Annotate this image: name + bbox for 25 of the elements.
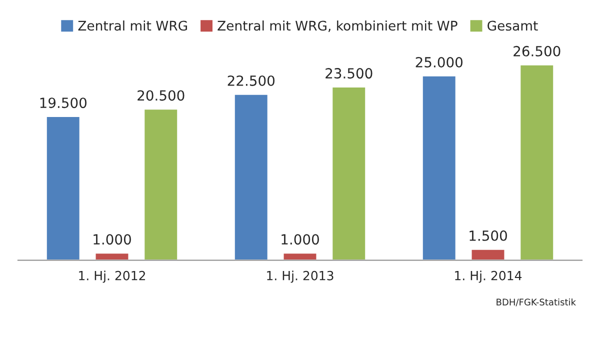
text: BDH/FGK-Statistik <box>496 298 576 306</box>
bar <box>470 248 506 260</box>
bar <box>282 252 318 260</box>
bar <box>331 86 366 260</box>
legend-label: Gesamt <box>488 20 538 31</box>
data-label: 1.000 <box>282 234 319 245</box>
bar <box>46 116 81 260</box>
data-label: 20.500 <box>138 90 184 101</box>
x-tick-label: 1. Hj. 2014 <box>455 270 522 283</box>
x-tick-label: 1. Hj. 2012 <box>79 270 146 283</box>
legend-label: Zentral mit WRG <box>78 20 187 31</box>
legend-label: Zentral mit WRG, kombiniert mit WP <box>218 20 458 32</box>
bar <box>143 108 178 260</box>
data-label: 1.500 <box>470 230 507 241</box>
data-label: 22.500 <box>228 75 274 86</box>
bar <box>234 93 269 260</box>
data-label: 1.000 <box>94 234 131 245</box>
bar <box>422 75 457 260</box>
data-label: 26.500 <box>514 46 560 56</box>
data-label: 25.000 <box>416 56 462 68</box>
bar <box>519 64 554 260</box>
x-tick-label: 1. Hj. 2013 <box>267 270 334 283</box>
bar <box>94 252 130 260</box>
data-label: 19.500 <box>40 98 86 108</box>
data-label: 23.500 <box>326 68 372 79</box>
